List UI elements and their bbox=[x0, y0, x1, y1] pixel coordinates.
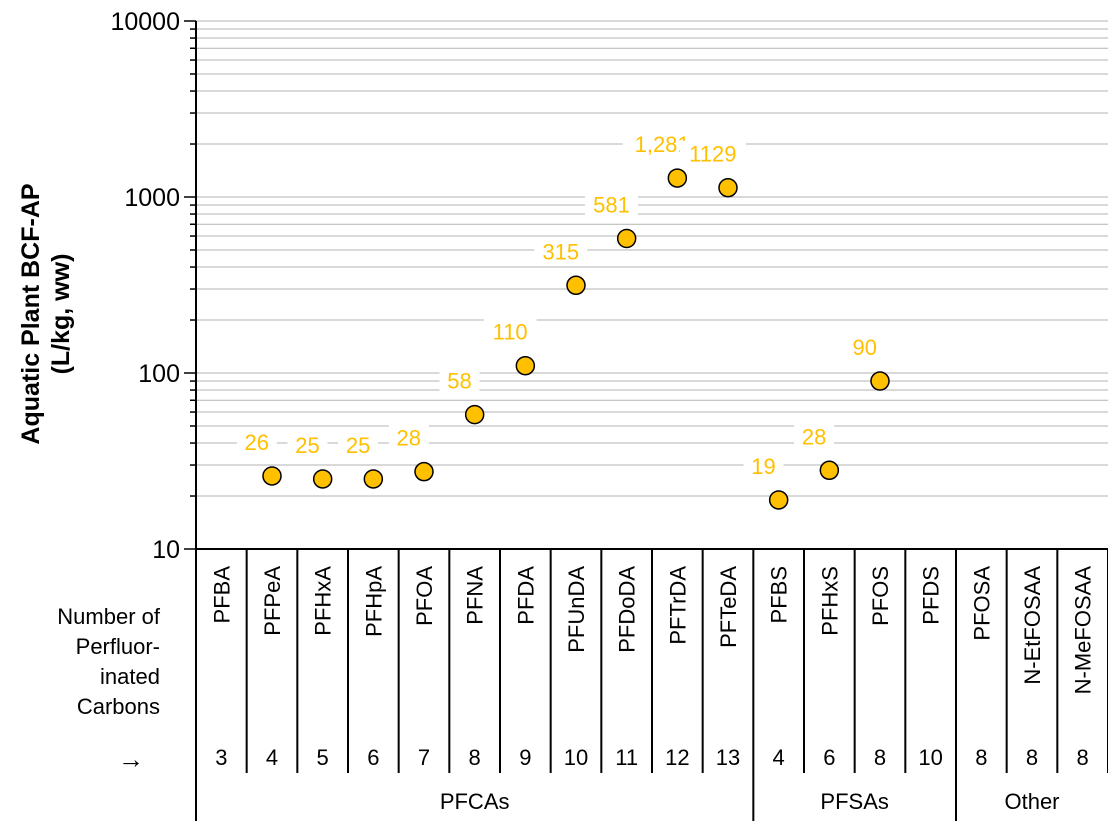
data-label: 19 bbox=[751, 454, 775, 479]
data-point bbox=[515, 355, 536, 376]
category-label: PFBA bbox=[209, 566, 234, 624]
carbon-count-label: 9 bbox=[519, 745, 531, 770]
category-label: PFTrDA bbox=[665, 566, 690, 645]
carbon-count-label: 13 bbox=[716, 745, 740, 770]
data-label: 110 bbox=[493, 320, 528, 345]
data-label-background bbox=[388, 424, 429, 453]
data-label-background bbox=[287, 431, 328, 460]
category-label: PFDA bbox=[513, 566, 538, 625]
data-label: 25 bbox=[346, 433, 370, 458]
data-point bbox=[819, 460, 840, 481]
data-label-background bbox=[679, 140, 746, 169]
category-label: PFDS bbox=[919, 566, 944, 625]
category-label: PFOA bbox=[412, 566, 437, 626]
data-label-background bbox=[439, 367, 480, 396]
data-label: 25 bbox=[295, 433, 319, 458]
data-label-background bbox=[338, 431, 379, 460]
data-point bbox=[363, 469, 384, 489]
data-label-background bbox=[236, 428, 277, 457]
carbon-note-line-2: Perfluor- bbox=[75, 634, 160, 659]
y-axis-title-line-1: Aquatic Plant BCF-AP bbox=[17, 183, 45, 445]
y-tick-label: 1000 bbox=[124, 184, 180, 212]
category-label: PFPeA bbox=[260, 566, 285, 636]
carbon-count-label: 8 bbox=[469, 745, 481, 770]
category-label: PFHpA bbox=[361, 566, 386, 637]
group-label: PFCAs bbox=[440, 789, 510, 814]
data-point bbox=[312, 469, 333, 489]
category-label: PFOS bbox=[868, 566, 893, 626]
data-label-background bbox=[844, 334, 885, 363]
carbon-count-label: 10 bbox=[564, 745, 588, 770]
carbon-count-label: 6 bbox=[823, 745, 835, 770]
data-label-background bbox=[584, 191, 638, 220]
data-point bbox=[566, 275, 586, 296]
carbon-count-label: 8 bbox=[1077, 745, 1089, 770]
data-point bbox=[262, 466, 282, 486]
data-label: 90 bbox=[853, 335, 877, 360]
category-label: N-EtFOSAA bbox=[1020, 566, 1045, 685]
data-label: 28 bbox=[802, 424, 826, 449]
carbon-count-note: Number of Perfluor- inated Carbons bbox=[0, 602, 160, 722]
carbon-count-label: 10 bbox=[918, 745, 942, 770]
data-label-background bbox=[743, 452, 784, 481]
carbon-count-label: 4 bbox=[773, 745, 785, 770]
data-label: 315 bbox=[542, 239, 579, 264]
data-point bbox=[718, 177, 738, 198]
y-tick-label: 100 bbox=[138, 360, 180, 388]
carbon-count-label: 8 bbox=[1026, 745, 1038, 770]
data-label: 28 bbox=[397, 426, 421, 451]
carbon-count-label: 11 bbox=[615, 745, 638, 770]
carbon-count-label: 7 bbox=[418, 745, 430, 770]
data-label-background bbox=[534, 238, 588, 267]
carbon-note-line-4: Carbons bbox=[76, 694, 160, 719]
category-label: PFBS bbox=[767, 566, 792, 623]
y-axis-title: Aquatic Plant BCF-AP (L/kg, ww) bbox=[4, 84, 88, 544]
carbon-count-label: 12 bbox=[665, 745, 689, 770]
carbon-note-line-1: Number of bbox=[57, 604, 160, 629]
data-label: 58 bbox=[447, 369, 471, 394]
carbon-count-label: 8 bbox=[874, 745, 886, 770]
y-axis-title-line-2: (L/kg, ww) bbox=[47, 253, 75, 375]
group-label: Other bbox=[1004, 789, 1059, 814]
y-tick-label: 10000 bbox=[110, 8, 180, 36]
carbon-count-label: 4 bbox=[266, 745, 278, 770]
data-point bbox=[667, 168, 688, 188]
data-label: 581 bbox=[593, 193, 630, 218]
carbon-count-label: 3 bbox=[215, 745, 227, 770]
right-arrow-icon: → bbox=[118, 744, 144, 774]
carbon-count-label: 6 bbox=[367, 745, 379, 770]
data-label-background bbox=[483, 318, 537, 347]
category-label: PFTeDA bbox=[716, 566, 741, 648]
category-label: PFHxA bbox=[311, 566, 336, 636]
category-label: PFNA bbox=[463, 566, 488, 625]
category-label: PFUnDA bbox=[564, 566, 589, 653]
y-tick-label: 10 bbox=[152, 536, 180, 564]
carbon-note-line-3: inated bbox=[100, 664, 160, 689]
data-point bbox=[768, 490, 789, 510]
data-point bbox=[414, 461, 434, 482]
category-label: PFHxS bbox=[817, 566, 842, 636]
category-label: N-MeFOSAA bbox=[1071, 566, 1096, 695]
data-label: 1129 bbox=[689, 142, 736, 167]
category-label: PFDoDA bbox=[615, 566, 640, 653]
data-point bbox=[464, 404, 485, 425]
group-label: PFSAs bbox=[820, 789, 888, 814]
data-label-background bbox=[794, 423, 835, 452]
carbon-count-label: 8 bbox=[975, 745, 987, 770]
category-label: PFOSA bbox=[969, 566, 994, 641]
data-point bbox=[870, 371, 890, 391]
data-label: 26 bbox=[245, 430, 269, 455]
data-point bbox=[616, 228, 637, 249]
carbon-count-label: 5 bbox=[317, 745, 329, 770]
